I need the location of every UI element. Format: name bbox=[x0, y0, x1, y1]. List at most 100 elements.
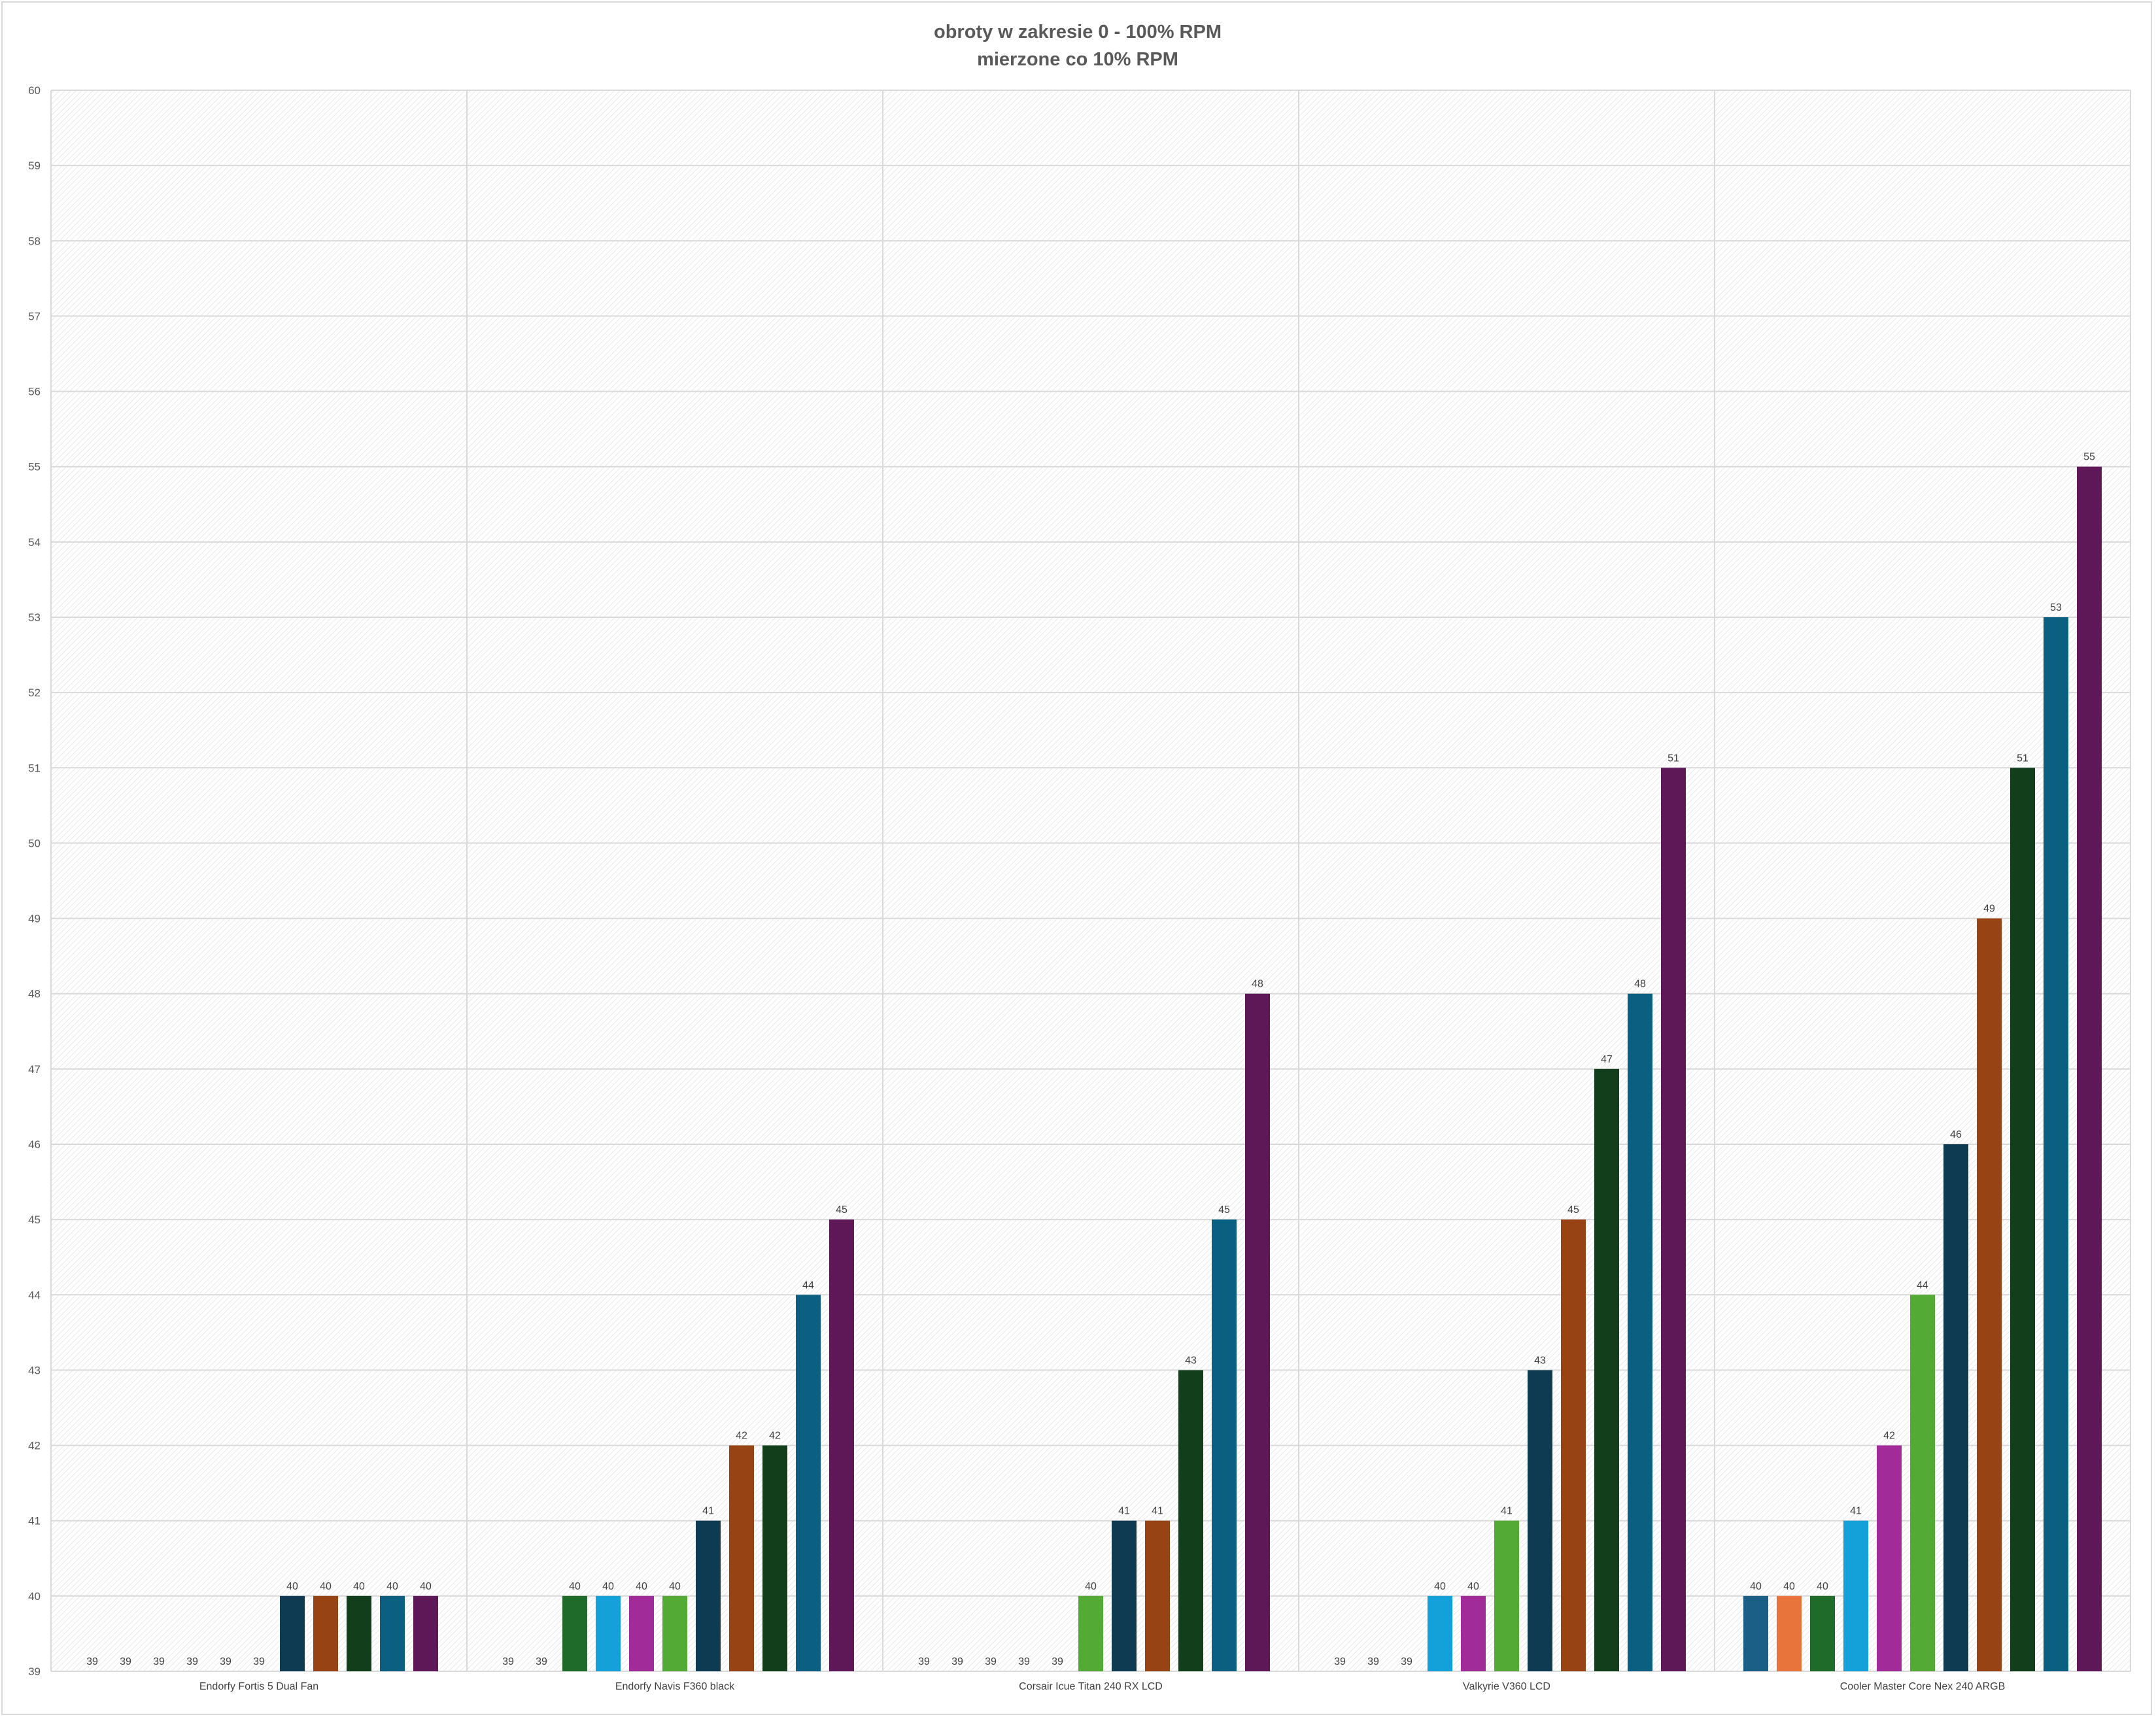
data-label: 39 bbox=[153, 1656, 165, 1667]
x-tick-label: Valkyrie V360 LCD bbox=[1463, 1681, 1550, 1692]
bar bbox=[1843, 1520, 1868, 1671]
bar bbox=[1428, 1595, 1452, 1671]
data-label: 39 bbox=[502, 1656, 514, 1667]
data-label: 39 bbox=[951, 1656, 963, 1667]
y-tick-label: 59 bbox=[28, 160, 41, 172]
data-label: 39 bbox=[918, 1656, 930, 1667]
data-label: 45 bbox=[836, 1204, 847, 1216]
bar bbox=[2010, 768, 2035, 1671]
data-label: 40 bbox=[286, 1581, 298, 1592]
bar bbox=[1810, 1595, 1835, 1671]
bar bbox=[1910, 1295, 1935, 1671]
data-label: 40 bbox=[1783, 1581, 1795, 1592]
y-tick-label: 47 bbox=[28, 1063, 41, 1076]
bar bbox=[1977, 918, 2002, 1671]
bar bbox=[1245, 993, 1270, 1671]
data-label: 48 bbox=[1252, 979, 1263, 990]
chart-subtitle: mierzone co 10% RPM bbox=[977, 49, 1178, 70]
y-tick-label: 50 bbox=[28, 837, 41, 849]
data-label: 51 bbox=[1668, 753, 1679, 764]
bar bbox=[1078, 1595, 1103, 1671]
y-tick-label: 43 bbox=[28, 1364, 41, 1376]
data-label: 40 bbox=[669, 1581, 681, 1592]
data-label: 39 bbox=[1018, 1656, 1030, 1667]
data-label: 44 bbox=[802, 1280, 814, 1291]
data-label: 45 bbox=[1218, 1204, 1230, 1216]
data-label: 40 bbox=[569, 1581, 581, 1592]
data-label: 39 bbox=[1401, 1656, 1412, 1667]
data-label: 39 bbox=[985, 1656, 997, 1667]
data-label: 40 bbox=[386, 1581, 398, 1592]
bar bbox=[2044, 617, 2068, 1671]
bars bbox=[280, 466, 2102, 1671]
data-label: 40 bbox=[1434, 1581, 1446, 1592]
data-label: 41 bbox=[1118, 1506, 1130, 1517]
data-label: 40 bbox=[320, 1581, 332, 1592]
y-tick-label: 48 bbox=[28, 988, 41, 1000]
data-label: 41 bbox=[1850, 1506, 1862, 1517]
bar bbox=[1661, 768, 1686, 1671]
data-label: 40 bbox=[1467, 1581, 1479, 1592]
data-label: 43 bbox=[1534, 1355, 1546, 1366]
y-tick-label: 58 bbox=[28, 235, 41, 247]
data-label: 45 bbox=[1567, 1204, 1579, 1216]
bar bbox=[762, 1445, 787, 1671]
bar bbox=[1743, 1595, 1768, 1671]
data-label: 42 bbox=[769, 1431, 781, 1442]
data-label: 47 bbox=[1601, 1054, 1613, 1065]
bar bbox=[313, 1595, 338, 1671]
bar bbox=[1178, 1370, 1203, 1671]
bar bbox=[380, 1595, 405, 1671]
bar bbox=[662, 1595, 687, 1671]
y-tick-label: 55 bbox=[28, 461, 41, 473]
chart-title: obroty w zakresie 0 - 100% RPM bbox=[934, 22, 1222, 43]
data-label: 42 bbox=[736, 1431, 747, 1442]
data-label: 43 bbox=[1185, 1355, 1197, 1366]
data-label: 42 bbox=[1883, 1431, 1895, 1442]
bar bbox=[2077, 466, 2102, 1671]
bar bbox=[1461, 1595, 1486, 1671]
y-tick-label: 56 bbox=[28, 386, 41, 398]
data-label: 44 bbox=[1917, 1280, 1928, 1291]
data-labels: 39 39 39 39 39 39 40 40 40 40 40 39 39 40 40 40 40 41 42 42… bbox=[86, 452, 2095, 1667]
bar bbox=[629, 1595, 654, 1671]
bar bbox=[280, 1595, 305, 1671]
data-label: 40 bbox=[1085, 1581, 1097, 1592]
data-label: 41 bbox=[1501, 1506, 1513, 1517]
x-tick-label: Endorfy Navis F360 black bbox=[615, 1681, 735, 1692]
bar bbox=[596, 1595, 621, 1671]
bar bbox=[347, 1595, 371, 1671]
y-tick-label: 42 bbox=[28, 1440, 41, 1452]
bar bbox=[829, 1219, 854, 1671]
data-label: 39 bbox=[186, 1656, 198, 1667]
data-label: 49 bbox=[1983, 904, 1995, 915]
bar bbox=[1112, 1520, 1137, 1671]
data-label: 39 bbox=[86, 1656, 98, 1667]
plot-area bbox=[51, 90, 2130, 1671]
y-tick-label: 39 bbox=[28, 1665, 41, 1678]
y-tick-label: 46 bbox=[28, 1138, 41, 1151]
data-label: 39 bbox=[253, 1656, 265, 1667]
data-label: 40 bbox=[636, 1581, 647, 1592]
data-label: 53 bbox=[2050, 602, 2062, 613]
data-label: 39 bbox=[220, 1656, 231, 1667]
bar bbox=[1628, 993, 1652, 1671]
bar bbox=[413, 1595, 438, 1671]
data-label: 40 bbox=[1817, 1581, 1828, 1592]
data-label: 41 bbox=[1152, 1506, 1163, 1517]
data-label: 40 bbox=[602, 1581, 614, 1592]
x-tick-label: Cooler Master Core Nex 240 ARGB bbox=[1840, 1681, 2006, 1692]
y-tick-label: 51 bbox=[28, 762, 41, 774]
y-tick-label: 57 bbox=[28, 310, 41, 322]
y-tick-label: 52 bbox=[28, 687, 41, 699]
data-label: 55 bbox=[2083, 452, 2095, 463]
bar bbox=[1212, 1219, 1237, 1671]
bar bbox=[1561, 1219, 1586, 1671]
x-axis-ticks: Endorfy Fortis 5 Dual Fan Endorfy Navis F… bbox=[199, 1681, 2005, 1692]
bar bbox=[562, 1595, 587, 1671]
bar bbox=[1594, 1068, 1619, 1671]
y-tick-label: 53 bbox=[28, 611, 41, 624]
bar bbox=[1877, 1445, 1902, 1671]
data-label: 39 bbox=[536, 1656, 547, 1667]
